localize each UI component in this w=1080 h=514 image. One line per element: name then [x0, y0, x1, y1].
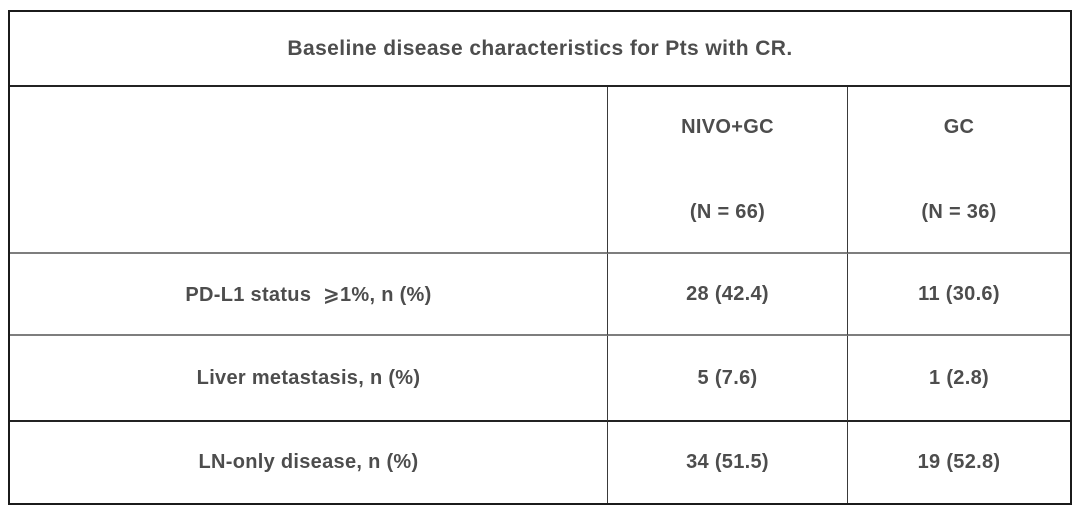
header-cell-gc: GC (N = 36): [847, 87, 1070, 254]
value-pdl1-gc: 11 (30.6): [847, 254, 1070, 336]
row-label-pdl1-status: PD-L1 status ⩾1%, n (%): [10, 254, 607, 336]
baseline-characteristics-table: Baseline disease characteristics for Pts…: [8, 10, 1072, 505]
column-n-gc: (N = 36): [921, 200, 997, 223]
table-title: Baseline disease characteristics for Pts…: [10, 12, 1070, 87]
value-ln-only-nivo-gc: 34 (51.5): [607, 422, 847, 503]
row-label-ln-only: LN-only disease, n (%): [198, 451, 419, 473]
value-pdl1-nivo-gc: 28 (42.4): [607, 254, 847, 336]
header-cell-empty: [10, 87, 607, 254]
column-n-nivo-gc: (N = 66): [689, 200, 766, 223]
value-liver-gc: 1 (2.8): [847, 336, 1070, 422]
value-ln-only-gc: 19 (52.8): [847, 422, 1070, 503]
value-liver-nivo-gc: 5 (7.6): [607, 336, 847, 422]
row-label-liver-metastasis: Liver metastasis, n (%): [10, 336, 607, 422]
column-name-nivo-gc: NIVO+GC: [681, 115, 774, 138]
column-name-gc: GC: [943, 115, 975, 138]
header-cell-nivo-gc: NIVO+GC (N = 66): [607, 87, 847, 254]
